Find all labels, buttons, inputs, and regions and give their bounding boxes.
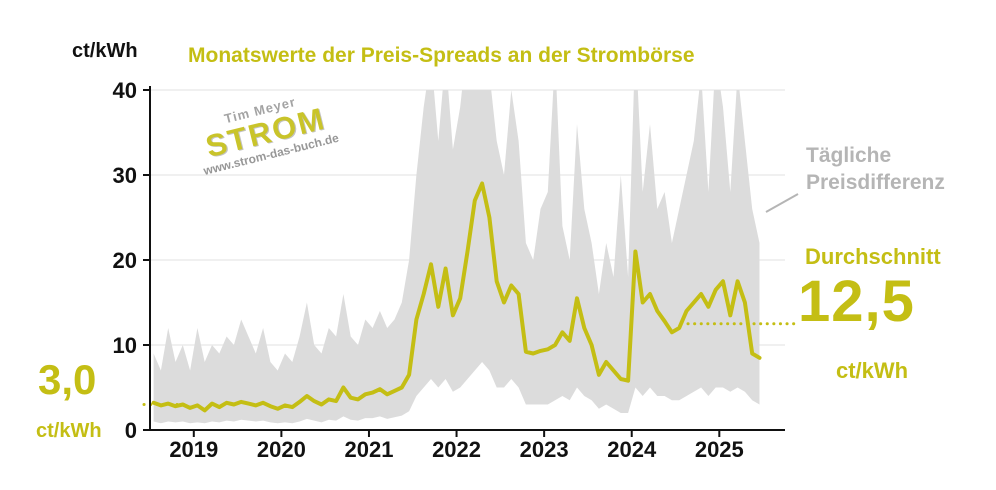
start-value: 3,0 [38, 356, 97, 403]
y-tick-label: 20 [113, 248, 137, 273]
x-tick-label: 2025 [695, 437, 744, 462]
band-legend-label: Tägliche Preisdifferenz [806, 142, 945, 197]
y-axis-unit-label: ct/kWh [72, 40, 138, 62]
band-legend-line2: Preisdifferenz [806, 171, 945, 195]
x-tick-label: 2024 [607, 437, 657, 462]
daily-price-range-band [153, 90, 760, 424]
y-tick-label: 40 [113, 78, 137, 103]
x-tick-label: 2022 [432, 437, 481, 462]
start-unit: ct/kWh [36, 420, 102, 442]
y-tick-label: 0 [125, 418, 137, 443]
y-tick-label: 30 [113, 163, 137, 188]
x-tick-label: 2020 [257, 437, 306, 462]
band-legend-line1: Tägliche [806, 144, 892, 167]
x-tick-label: 2019 [169, 437, 218, 462]
average-label: Durchschnitt [805, 244, 941, 269]
y-tick-label: 10 [113, 333, 137, 358]
chart-title: Monatswerte der Preis-Spreads an der Str… [188, 44, 695, 67]
average-value: 12,5 [798, 269, 915, 334]
x-tick-label: 2021 [344, 437, 393, 462]
monthly-spread-line [151, 181, 762, 413]
x-tick-label: 2023 [520, 437, 569, 462]
band-legend-pointer-line [765, 193, 799, 213]
average-unit: ct/kWh [836, 358, 909, 383]
